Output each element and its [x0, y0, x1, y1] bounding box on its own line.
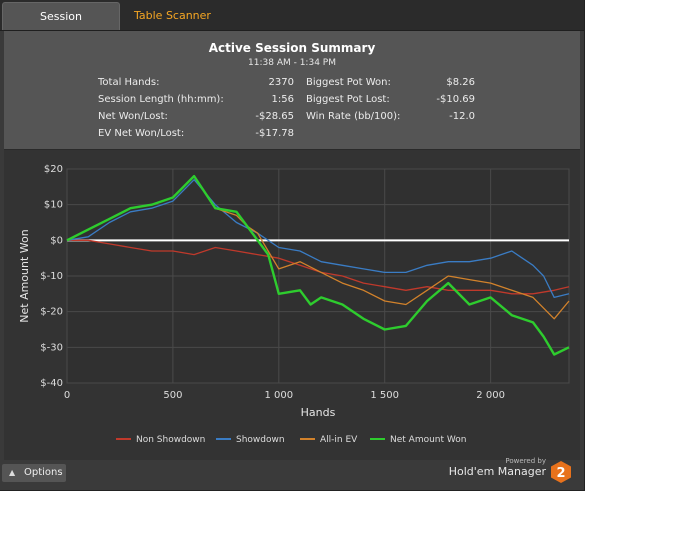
stat-value-biggest-pot-won: $8.26 — [446, 77, 475, 88]
stat-value-ev-net-won-lost: -$17.78 — [255, 128, 294, 139]
session-graph: 0 500 1 000 1 500 2 000 $20 $10 $0 $-10 $-20 $-30 $… — [18, 164, 570, 445]
stat-label-net-won-lost: Net Won/Lost: — [98, 111, 168, 122]
y-tick-label: $20 — [44, 164, 63, 175]
stat-label-total-hands: Total Hands: — [98, 77, 160, 88]
stat-label-biggest-pot-lost: Biggest Pot Lost: — [306, 94, 390, 105]
stat-label-win-rate: Win Rate (bb/100): — [306, 111, 401, 122]
y-tick-label: $-20 — [40, 307, 63, 318]
legend-label: Non Showdown — [136, 435, 205, 445]
x-axis-label: Hands — [301, 406, 336, 419]
stat-label-ev-net-won-lost: EV Net Won/Lost: — [98, 128, 185, 139]
summary-time-range: 11:38 AM - 1:34 PM — [248, 58, 336, 68]
y-tick-label: $-30 — [40, 342, 63, 353]
stat-label-biggest-pot-won: Biggest Pot Won: — [306, 77, 391, 88]
x-tick-label: 1 500 — [370, 390, 399, 401]
bottom-bar: ▲ Options Powered by Hold'em Manager 2 — [0, 457, 584, 490]
tab-session-summary[interactable]: Session Summary — [2, 2, 120, 51]
holdem-manager-logo: 2 — [551, 461, 571, 483]
stat-value-total-hands: 2370 — [268, 77, 294, 88]
legend-label: Showdown — [236, 435, 285, 445]
powered-by-text: Powered by — [505, 457, 546, 465]
y-axis-label: Net Amount Won — [18, 229, 31, 322]
y-tick-label: $10 — [44, 200, 63, 211]
summary-title: Active Session Summary — [208, 41, 376, 55]
hud-window: Session Summary Table Scanner Active Ses… — [0, 0, 585, 491]
brand-name: Hold'em Manager — [448, 465, 546, 478]
x-tick-label: 500 — [163, 390, 182, 401]
legend-label: All-in EV — [320, 435, 358, 445]
stat-value-win-rate: -12.0 — [449, 111, 475, 122]
y-tick-label: $0 — [50, 235, 63, 246]
series-line-net-amount-won — [66, 174, 570, 356]
legend-label: Net Amount Won — [390, 435, 466, 445]
x-tick-label: 2 000 — [476, 390, 505, 401]
y-tick-label: $-10 — [40, 271, 63, 282]
y-tick-label: $-40 — [40, 378, 63, 389]
svg-text:2: 2 — [556, 466, 565, 481]
options-button[interactable]: ▲ Options — [2, 464, 66, 482]
x-tick-label: 0 — [64, 390, 70, 401]
session-summary-panel: Active Session Summary 11:38 AM - 1:34 P… — [4, 31, 580, 150]
stat-value-biggest-pot-lost: -$10.69 — [436, 94, 475, 105]
options-label: Options — [24, 467, 63, 478]
chevron-up-icon: ▲ — [9, 468, 16, 477]
x-tick-label: 1 000 — [264, 390, 293, 401]
stat-value-session-length: 1:56 — [271, 94, 294, 105]
session-graph-panel: 0 500 1 000 1 500 2 000 $20 $10 $0 $-10 $-20 $-30 $… — [4, 150, 580, 460]
tab-table-scanner[interactable]: Table Scanner — [134, 9, 211, 22]
stat-value-net-won-lost: -$28.65 — [255, 111, 294, 122]
series-line-showdown — [66, 179, 570, 299]
stat-label-session-length: Session Length (hh:mm): — [98, 94, 224, 105]
tab-bar: Session Summary Table Scanner — [0, 0, 584, 51]
